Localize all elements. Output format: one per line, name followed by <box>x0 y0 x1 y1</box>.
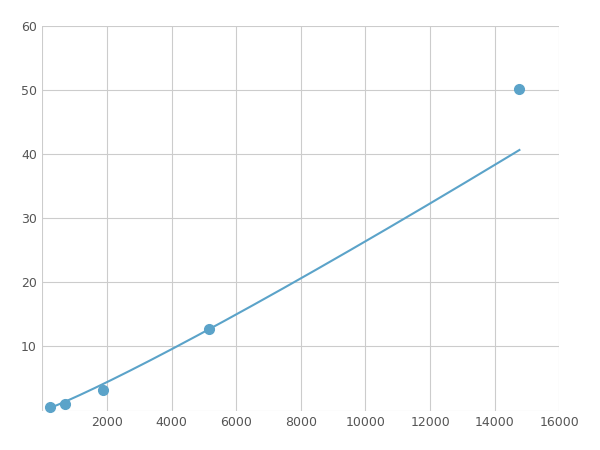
Point <box>515 85 524 92</box>
Point <box>204 325 214 332</box>
Point <box>45 403 55 410</box>
Point <box>61 400 70 408</box>
Point <box>98 387 108 394</box>
